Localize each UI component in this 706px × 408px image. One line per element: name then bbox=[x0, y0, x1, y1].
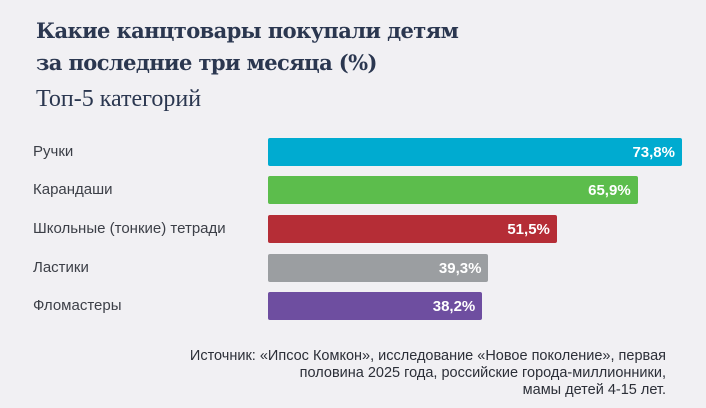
value-label: 51,5% bbox=[507, 221, 550, 238]
category-label: Карандаши bbox=[33, 181, 113, 198]
bar: 38,2% bbox=[268, 292, 483, 320]
value-label: 38,2% bbox=[432, 298, 476, 315]
bar: 51,5% bbox=[268, 215, 557, 243]
bar: 39,3% bbox=[268, 254, 489, 282]
chart-title-line-1: Какие канцтовары покупали детям bbox=[36, 18, 459, 43]
source-line: Источник: «Ипсос Комкон», исследование «… bbox=[189, 348, 666, 364]
category-label: Ластики bbox=[33, 259, 89, 276]
bar: 73,8% bbox=[268, 138, 682, 166]
bar: 65,9% bbox=[268, 176, 638, 204]
category-label: Фломастеры bbox=[33, 297, 122, 314]
value-label: 73,8% bbox=[632, 144, 675, 161]
source-line: мамы детей 4-15 лет. bbox=[522, 382, 666, 398]
chart-title-line-2: за последние три месяца (%) bbox=[36, 50, 377, 75]
category-label: Ручки bbox=[33, 143, 74, 160]
category-label: Школьные (тонкие) тетради bbox=[33, 220, 226, 237]
chart-subtitle: Топ-5 категорий bbox=[36, 86, 202, 112]
value-label: 39,3% bbox=[438, 260, 482, 277]
value-label: 65,9% bbox=[588, 182, 631, 199]
source-line: половина 2025 года, российские города-ми… bbox=[299, 365, 666, 381]
source-note: Источник: «Ипсос Комкон», исследование «… bbox=[6, 348, 666, 399]
